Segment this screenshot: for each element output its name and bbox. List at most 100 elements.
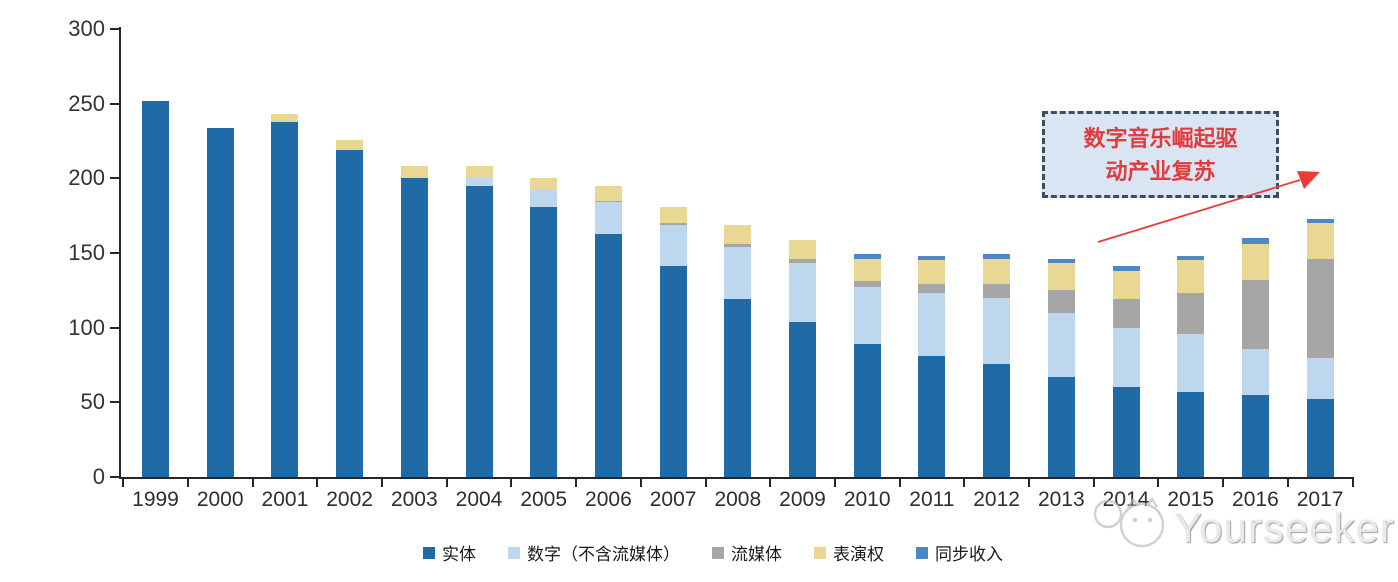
bar-2011-数字（不含流媒体）	[918, 293, 946, 357]
x-tick-label-2008: 2008	[714, 488, 762, 511]
bar-2005-表演权	[530, 178, 558, 191]
bar-2011-实体	[918, 356, 946, 477]
x-tick-label-2012: 2012	[973, 488, 1020, 511]
annotation-line2: 动产业复苏	[1105, 158, 1216, 184]
legend-item-数字（不含流媒体）: 数字（不含流媒体）	[508, 540, 680, 565]
y-tick-label-200: 200	[68, 165, 105, 191]
legend-swatch-icon	[508, 546, 520, 559]
bar-2012-同步收入	[983, 254, 1011, 259]
x-tick-label-2004: 2004	[455, 488, 503, 511]
x-tick	[381, 479, 383, 487]
legend-swatch-icon	[916, 546, 928, 559]
x-tick	[898, 479, 901, 487]
bar-2010-流媒体	[853, 281, 881, 288]
bar-2013-同步收入	[1047, 258, 1075, 264]
bar-2006-数字（不含流媒体）	[594, 202, 622, 234]
x-tick	[316, 479, 319, 487]
bar-2013-实体	[1047, 376, 1075, 477]
bar-2004-实体	[465, 185, 493, 477]
x-tick	[575, 479, 578, 487]
bar-2002-实体	[336, 149, 364, 477]
x-tick-label-2015: 2015	[1167, 488, 1215, 511]
legend-item-表演权: 表演权	[814, 540, 884, 565]
legend-swatch-icon	[712, 546, 724, 559]
x-tick	[963, 479, 966, 487]
bar-2017-数字（不含流媒体）	[1306, 357, 1334, 400]
bar-2012-数字（不含流媒体）	[983, 297, 1011, 364]
bar-2008-数字（不含流媒体）	[724, 247, 752, 300]
bar-2017-实体	[1306, 399, 1334, 477]
y-tick-100	[110, 326, 119, 329]
bar-2004-数字（不含流媒体）	[465, 178, 493, 186]
bar-2012-实体	[983, 363, 1011, 477]
x-tick-label-2003: 2003	[390, 488, 438, 511]
bar-2017-同步收入	[1306, 218, 1334, 224]
bar-2016-数字（不含流媒体）	[1241, 348, 1269, 395]
y-tick-label-250: 250	[68, 90, 105, 116]
bar-2011-表演权	[918, 260, 946, 285]
bar-2012-表演权	[983, 258, 1011, 285]
bar-2010-同步收入	[853, 254, 881, 259]
x-tick-label-2006: 2006	[585, 488, 632, 511]
legend-item-同步收入: 同步收入	[916, 540, 1003, 565]
legend-swatch-icon	[814, 546, 826, 559]
y-tick-label-300: 300	[68, 16, 105, 41]
bar-2016-同步收入	[1241, 238, 1269, 245]
bar-2010-实体	[853, 344, 881, 477]
bar-2013-数字（不含流媒体）	[1047, 312, 1075, 377]
legend-label: 表演权	[833, 545, 884, 564]
x-tick-label-2005: 2005	[520, 488, 568, 511]
bar-2012-流媒体	[983, 284, 1011, 298]
bar-2007-数字（不含流媒体）	[659, 224, 687, 267]
bar-2015-流媒体	[1177, 293, 1205, 334]
x-tick-label-2017: 2017	[1296, 488, 1344, 511]
bar-2013-表演权	[1047, 263, 1075, 291]
x-tick-label-2001: 2001	[261, 488, 309, 511]
bar-2009-流媒体	[789, 258, 816, 264]
legend-swatch-icon	[423, 546, 435, 559]
bar-2014-流媒体	[1112, 299, 1140, 328]
x-tick-label-2016: 2016	[1232, 488, 1279, 511]
bar-2015-同步收入	[1177, 255, 1205, 261]
x-axis-line	[119, 477, 1354, 479]
x-tick	[833, 479, 836, 487]
y-tick-label-50: 50	[80, 389, 105, 415]
y-tick-200	[110, 177, 119, 180]
legend-item-实体: 实体	[423, 540, 476, 565]
bar-2005-实体	[530, 206, 558, 477]
x-tick	[445, 479, 448, 487]
y-tick-0	[110, 476, 119, 478]
x-tick-label-2009: 2009	[779, 488, 826, 511]
y-axis-line	[119, 27, 121, 479]
x-tick-label-2013: 2013	[1037, 488, 1085, 511]
x-tick-label-1999: 1999	[132, 488, 179, 511]
bar-2005-数字（不含流媒体）	[530, 190, 558, 207]
x-tick-label-2007: 2007	[649, 488, 697, 511]
x-tick	[1157, 479, 1160, 487]
bar-2013-流媒体	[1047, 290, 1075, 313]
y-tick-label-100: 100	[68, 314, 105, 340]
bar-2011-流媒体	[918, 284, 946, 294]
bar-2006-流媒体	[594, 200, 622, 203]
y-tick-50	[110, 401, 119, 404]
bar-2006-表演权	[594, 185, 622, 201]
y-tick-label-0: 0	[92, 464, 105, 489]
x-tick	[1351, 479, 1354, 487]
bar-2003-实体	[400, 178, 428, 477]
bar-2014-表演权	[1112, 270, 1140, 300]
x-tick	[639, 479, 642, 487]
bar-2015-实体	[1177, 391, 1205, 477]
legend-label: 流媒体	[731, 545, 782, 564]
x-tick	[251, 479, 254, 487]
legend-label: 数字（不含流媒体）	[527, 545, 680, 564]
bar-2009-表演权	[789, 239, 816, 259]
bar-2007-表演权	[659, 206, 687, 224]
x-tick	[769, 479, 772, 487]
bar-2001-实体	[271, 121, 299, 477]
legend-label: 实体	[442, 545, 476, 564]
y-tick-label-150: 150	[68, 240, 105, 265]
bar-2003-表演权	[400, 166, 428, 179]
bar-2016-实体	[1241, 394, 1269, 477]
x-tick	[1286, 479, 1289, 487]
